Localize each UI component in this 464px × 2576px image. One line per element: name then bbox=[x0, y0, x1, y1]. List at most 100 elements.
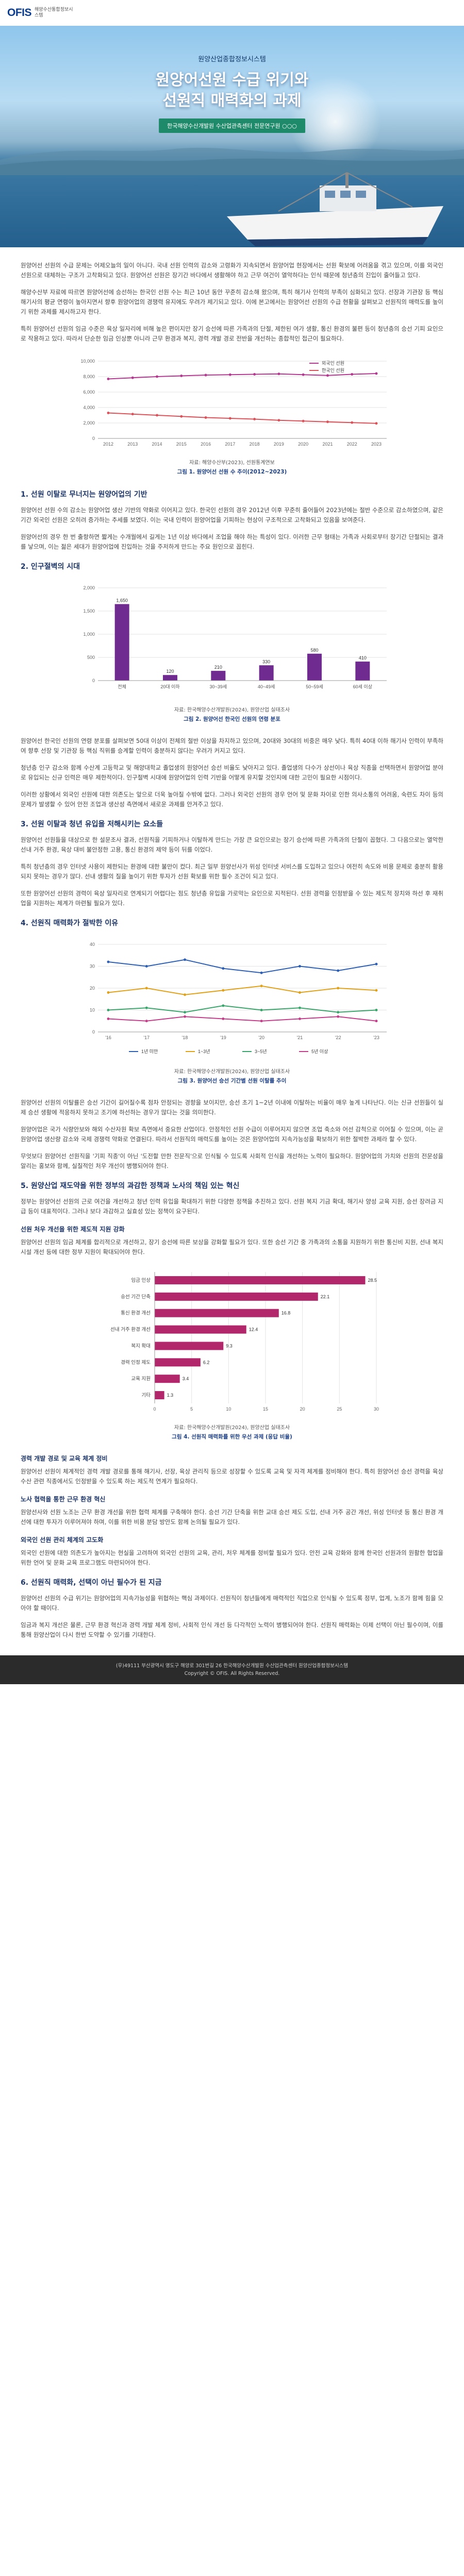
article-body: 원양어선 선원의 수급 문제는 어제오늘의 일이 아니다. 국내 선원 인력의 … bbox=[0, 261, 464, 1640]
y-tick-label: 0 bbox=[92, 678, 95, 683]
x-tick-label: 40~49세 bbox=[258, 684, 275, 689]
data-point bbox=[298, 1018, 301, 1020]
figure-2: 0 500 1,000 1,500 2,000 1,650 전체 120 20대 이하 210 30… bbox=[67, 578, 397, 723]
priority-horizontal-bar-chart: 0 5 10 15 20 25 30 28.5 임금 인상 22.1 승선 기간 단축 16.8 통신 … bbox=[110, 1272, 379, 1412]
y-tick-label: 4,000 bbox=[83, 405, 95, 410]
data-point bbox=[337, 987, 340, 990]
x-tick-label: 25 bbox=[337, 1406, 342, 1412]
x-tick-label: 2017 bbox=[225, 442, 235, 447]
x-tick-label: '22 bbox=[335, 1035, 341, 1040]
section-heading: 3. 선원 이탈과 청년 유입을 저해시키는 요소들 bbox=[21, 820, 163, 828]
bar bbox=[155, 1309, 279, 1317]
section-paragraph: 원양어선 선원 수의 감소는 원양어업 생산 기반의 약화로 이어지고 있다. … bbox=[21, 506, 443, 523]
data-point bbox=[375, 962, 378, 965]
category-label: 선내 거주 환경 개선 bbox=[110, 1327, 151, 1333]
data-label: 22.1 bbox=[321, 1294, 330, 1299]
series-line bbox=[108, 1005, 377, 1013]
author-badge: 한국해양수산개발원 수산업관측센터 전문연구원 ○○○ bbox=[159, 118, 305, 133]
data-point bbox=[222, 989, 225, 992]
data-label: 3.4 bbox=[183, 1376, 189, 1381]
data-point bbox=[337, 969, 340, 972]
data-point bbox=[228, 373, 231, 376]
data-point bbox=[222, 1004, 225, 1007]
section-paragraph: 특히 청년층의 경우 인터넷 사용이 제한되는 환경에 대한 불만이 컸다. 최… bbox=[21, 863, 443, 880]
hero-banner: 원양산업종합정보시스템 원양어선원 수급 위기와 선원직 매력화의 과제 한국해… bbox=[0, 26, 464, 247]
y-tick-label: 40 bbox=[90, 942, 95, 947]
bar bbox=[114, 604, 129, 681]
y-tick-label: 1,000 bbox=[83, 632, 95, 637]
attrition-line-chart: 0 10 20 30 40 '16 '17 '18 '19 '20 '21 '22 '23 1년 미만 1~… bbox=[90, 942, 387, 1054]
data-label: 28.5 bbox=[368, 1278, 377, 1283]
x-tick-label: '23 bbox=[373, 1035, 379, 1040]
data-point bbox=[260, 985, 263, 988]
data-point bbox=[277, 419, 280, 422]
legend-label: 한국인 선원 bbox=[322, 368, 344, 373]
data-point bbox=[204, 416, 207, 419]
section-paragraph: 원양어선의 경우 한 번 출항하면 짧게는 수개월에서 길게는 1년 이상 바다… bbox=[21, 533, 443, 550]
y-tick-label: 500 bbox=[87, 655, 95, 660]
category-label: 교육 지원 bbox=[131, 1376, 151, 1382]
data-point bbox=[351, 421, 354, 424]
x-tick-label: 2022 bbox=[347, 442, 357, 447]
y-tick-label: 0 bbox=[92, 436, 95, 441]
data-point bbox=[107, 1009, 110, 1011]
data-point bbox=[298, 1006, 301, 1009]
x-tick-label: 50~59세 bbox=[306, 684, 323, 689]
data-label: 1.3 bbox=[167, 1393, 174, 1398]
hero-title-line2: 선원직 매력화의 과제 bbox=[162, 92, 302, 110]
subsection-heading: 경력 개발 경로 및 교육 체계 정비 bbox=[21, 1455, 108, 1462]
bar bbox=[355, 662, 370, 681]
subsection-heading: 선원 처우 개선을 위한 제도적 지원 강화 bbox=[21, 1226, 125, 1233]
figure-caption: 그림 1. 원양어선 선원 수 추이(2012~2023) bbox=[177, 469, 287, 475]
x-tick-label: 60세 이상 bbox=[353, 684, 372, 689]
section-paragraph: 원양어선 선원의 임금 체계를 합리적으로 개선하고, 장기 승선에 따른 보상… bbox=[21, 1239, 443, 1256]
bar bbox=[155, 1276, 366, 1284]
legend-label: 외국인 선원 bbox=[322, 360, 344, 366]
footer-address: (우)49111 부산광역시 영도구 해양로 301번길 26 한국해양수산개발… bbox=[115, 1663, 349, 1669]
data-point bbox=[326, 374, 329, 377]
x-tick-label: '17 bbox=[143, 1035, 150, 1040]
bar bbox=[155, 1342, 224, 1350]
section-heading: 4. 선원직 매력화가 절박한 이유 bbox=[21, 919, 119, 927]
figure-source: 자료: 해양수산부(2023), 선원통계연보 bbox=[189, 460, 275, 466]
data-point bbox=[145, 1020, 148, 1023]
data-point bbox=[298, 991, 301, 994]
site-header: OFIS 해양수산통합정보시스템 bbox=[0, 0, 464, 26]
data-point bbox=[228, 417, 231, 420]
data-point bbox=[375, 372, 378, 375]
x-tick-label: 2012 bbox=[103, 442, 113, 447]
x-tick-label: 2023 bbox=[371, 442, 382, 447]
ofis-logo[interactable]: OFIS bbox=[7, 7, 32, 19]
figure-4: 0 5 10 15 20 25 30 28.5 임금 인상 22.1 승선 기간 단축 16.8 통신 … bbox=[67, 1264, 397, 1440]
data-point bbox=[184, 958, 187, 961]
data-label: 16.8 bbox=[281, 1311, 291, 1316]
data-point bbox=[253, 418, 256, 420]
section-paragraph: 이러한 상황에서 외국인 선원에 대한 의존도는 앞으로 더욱 높아질 수밖에 … bbox=[21, 791, 443, 808]
bar bbox=[155, 1358, 201, 1367]
hero-title: 원양어선원 수급 위기와 선원직 매력화의 과제 bbox=[0, 70, 464, 111]
data-point bbox=[107, 991, 110, 994]
section-heading: 2. 인구절벽의 시대 bbox=[21, 563, 80, 571]
category-label: 승선 기간 단축 bbox=[121, 1294, 151, 1300]
y-tick-label: 0 bbox=[92, 1029, 95, 1035]
data-point bbox=[277, 372, 280, 376]
y-tick-label: 6,000 bbox=[83, 389, 95, 395]
data-point bbox=[298, 965, 301, 968]
hero-hills bbox=[0, 147, 464, 175]
figure-caption: 그림 4. 선원직 매력화를 위한 우선 과제 (응답 비율) bbox=[172, 1434, 292, 1440]
bar bbox=[155, 1325, 246, 1334]
data-label: 330 bbox=[262, 659, 270, 664]
y-tick-label: 20 bbox=[90, 986, 95, 991]
figure-source: 자료: 한국해양수산개발원(2024), 원양산업 실태조사 bbox=[174, 1069, 290, 1075]
figure-caption: 그림 3. 원양어선 승선 기간별 선원 이탈률 추이 bbox=[177, 1078, 287, 1084]
data-label: 410 bbox=[359, 655, 367, 660]
y-tick-label: 8,000 bbox=[83, 374, 95, 379]
x-tick-label: 전체 bbox=[118, 684, 126, 689]
section-paragraph: 원양어선 선원의 수급 위기는 원양어업의 지속가능성을 위협하는 핵심 과제이… bbox=[21, 1595, 443, 1612]
crew-trend-line-chart: 0 2,000 4,000 6,000 8,000 10,000 2012 2013 2014 2… bbox=[80, 359, 387, 447]
data-point bbox=[107, 960, 110, 963]
data-point bbox=[145, 1006, 148, 1009]
data-point bbox=[107, 1018, 110, 1020]
data-point bbox=[375, 989, 378, 992]
x-tick-label: 20대 이하 bbox=[160, 684, 180, 689]
